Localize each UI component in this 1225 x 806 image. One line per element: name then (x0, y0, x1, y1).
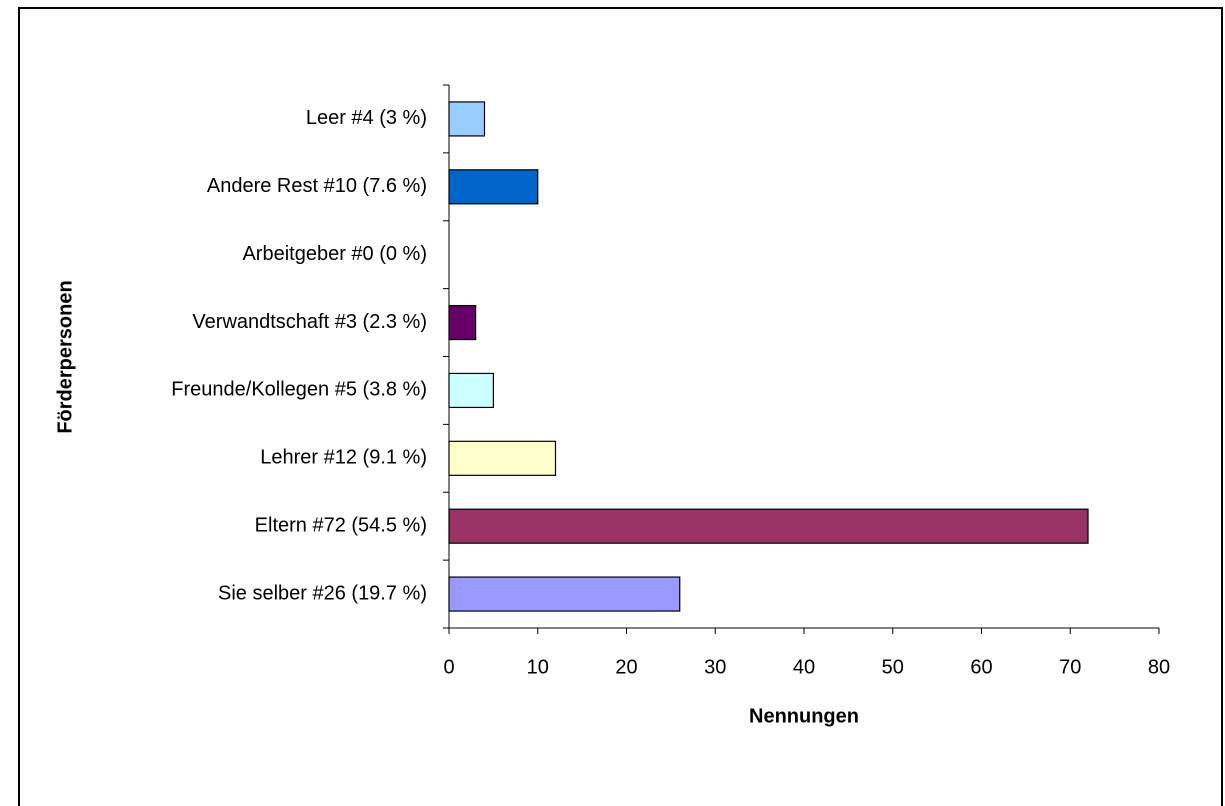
x-tick-label: 80 (1148, 656, 1170, 678)
y-tick-label: Freunde/Kollegen #5 (3.8 %) (171, 379, 427, 401)
x-tick-label: 40 (793, 656, 815, 678)
bar (448, 440, 557, 476)
y-tick-label: Arbeitgeber #0 (0 %) (242, 243, 427, 265)
bar (448, 304, 477, 341)
bar (448, 576, 681, 612)
x-tick-label: 50 (882, 656, 904, 678)
bar (448, 508, 1089, 544)
x-tick-label: 20 (615, 656, 637, 678)
y-axis-title: Förderpersonen (54, 280, 76, 433)
bar (448, 101, 486, 137)
x-axis-title: Nennungen (749, 705, 859, 727)
bar (448, 169, 539, 205)
chart-frame (18, 7, 1223, 806)
y-tick-label: Eltern #72 (54.5 %) (255, 514, 427, 536)
x-tick-label: 10 (527, 656, 549, 678)
y-tick-label: Sie selber #26 (19.7 %) (218, 582, 427, 604)
x-tick-label: 30 (704, 656, 726, 678)
x-tick-label: 70 (1059, 656, 1081, 678)
bar (448, 372, 494, 409)
y-tick-label: Lehrer #12 (9.1 %) (260, 447, 427, 469)
x-tick-label: 60 (970, 656, 992, 678)
y-tick-label: Andere Rest #10 (7.6 %) (207, 175, 427, 197)
y-tick-label: Leer #4 (3 %) (306, 107, 427, 129)
x-tick-label: 0 (443, 656, 454, 678)
y-tick-label: Verwandtschaft #3 (2.3 %) (192, 311, 427, 333)
